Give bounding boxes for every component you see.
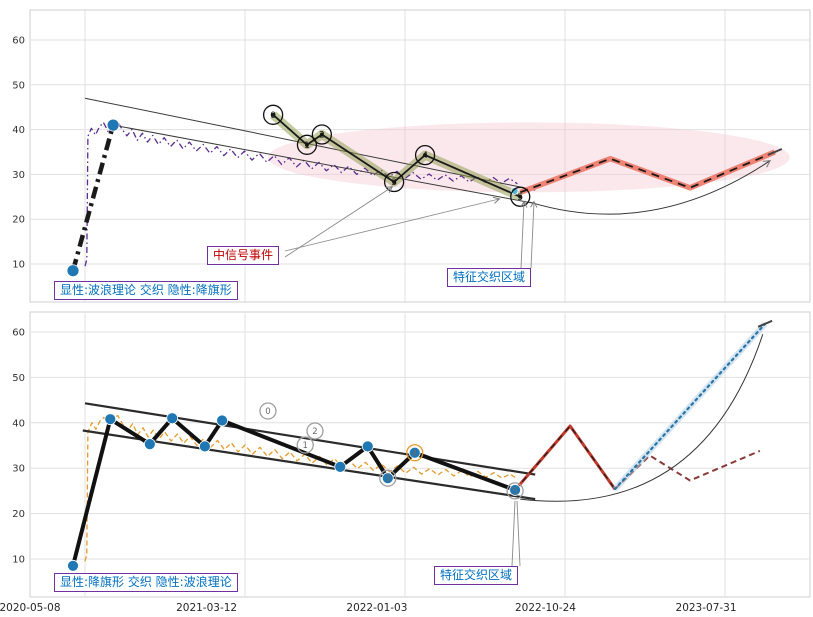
svg-text:5: 5 xyxy=(512,487,517,497)
svg-text:30: 30 xyxy=(12,170,25,181)
svg-text:2021-03-12: 2021-03-12 xyxy=(176,602,237,614)
svg-text:1: 1 xyxy=(303,441,308,451)
svg-text:2022-01-03: 2022-01-03 xyxy=(346,602,407,614)
svg-text:2: 2 xyxy=(319,131,325,141)
svg-text:2: 2 xyxy=(312,427,317,437)
svg-text:20: 20 xyxy=(12,509,25,520)
annotation-pattern-bottom: 显性:降旗形 交织 隐性:波浪理论 xyxy=(54,573,238,592)
svg-text:2020-05-08: 2020-05-08 xyxy=(0,602,61,614)
svg-text:1: 1 xyxy=(304,141,310,151)
svg-text:10: 10 xyxy=(12,555,25,566)
svg-text:4: 4 xyxy=(422,151,428,161)
svg-text:5: 5 xyxy=(517,193,523,203)
annotation-pattern-top: 显性:波浪理论 交织 隐性:降旗形 xyxy=(54,281,238,300)
svg-text:50: 50 xyxy=(12,373,25,384)
svg-text:4: 4 xyxy=(412,449,417,459)
svg-text:30: 30 xyxy=(12,464,25,475)
svg-text:0: 0 xyxy=(270,111,276,121)
svg-text:2022-10-24: 2022-10-24 xyxy=(515,602,576,614)
svg-text:40: 40 xyxy=(12,125,25,136)
svg-text:50: 50 xyxy=(12,80,25,91)
svg-text:40: 40 xyxy=(12,418,25,429)
svg-text:3: 3 xyxy=(385,474,390,484)
svg-text:0: 0 xyxy=(265,407,270,417)
svg-text:20: 20 xyxy=(12,215,25,226)
svg-text:2023-07-31: 2023-07-31 xyxy=(676,602,737,614)
annotation-feature-zone-bottom: 特征交织区域 xyxy=(434,566,519,585)
annotation-signal-event: 中信号事件 xyxy=(207,246,280,265)
svg-text:60: 60 xyxy=(12,328,25,339)
svg-text:3: 3 xyxy=(391,178,397,188)
svg-text:10: 10 xyxy=(12,260,25,271)
svg-text:60: 60 xyxy=(12,36,25,47)
annotation-feature-zone-top: 特征交织区域 xyxy=(447,268,532,287)
